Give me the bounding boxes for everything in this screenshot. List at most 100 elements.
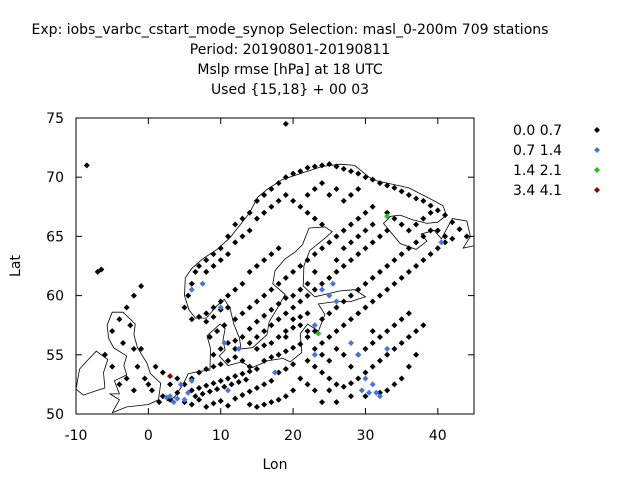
- point-s0-337: [232, 345, 239, 352]
- point-s0-305: [362, 345, 369, 352]
- point-s0-90: [376, 357, 383, 364]
- point-s0-292: [369, 339, 376, 346]
- point-s0-262: [319, 180, 326, 187]
- point-s0-81: [311, 363, 318, 370]
- point-s0-88: [362, 369, 369, 376]
- point-s0-84: [333, 381, 340, 388]
- legend-label-2: 1.4 2.1: [513, 163, 562, 179]
- point-s0-80: [304, 357, 311, 364]
- x-tick-label-0: -10: [65, 428, 88, 444]
- point-s0-174: [413, 195, 420, 202]
- point-s0-215: [362, 280, 369, 287]
- point-s0-112: [333, 268, 340, 275]
- y-tick-label-0: 50: [46, 407, 64, 423]
- point-s1-0: [199, 280, 206, 287]
- point-s0-163: [333, 163, 340, 170]
- y-axis-label: Lat: [8, 255, 24, 277]
- point-s0-185: [420, 257, 427, 264]
- point-s1-7: [311, 351, 318, 358]
- legend-marker-0: [594, 127, 600, 133]
- chart-title-line-1: Exp: iobs_varbc_cstart_mode_synop Select…: [31, 22, 549, 38]
- point-s0-317: [109, 363, 116, 370]
- point-s0-283: [217, 298, 224, 305]
- point-s0-190: [384, 286, 391, 293]
- point-s0-56: [235, 379, 242, 386]
- point-s0-188: [398, 274, 405, 281]
- point-s0-271: [427, 209, 434, 216]
- point-s0-219: [391, 257, 398, 264]
- point-s0-273: [442, 233, 449, 240]
- point-s0-155: [275, 180, 282, 187]
- point-s0-300: [398, 339, 405, 346]
- point-s0-246: [275, 197, 282, 204]
- point-s0-76: [275, 351, 282, 358]
- point-s0-268: [405, 227, 412, 234]
- point-s0-267: [398, 221, 405, 228]
- point-s0-189: [391, 280, 398, 287]
- point-s0-22: [203, 366, 210, 373]
- point-s0-125: [268, 286, 275, 293]
- point-s0-209: [319, 316, 326, 323]
- point-s0-21: [196, 369, 203, 376]
- point-s0-287: [188, 316, 195, 323]
- point-s1-9: [326, 292, 333, 299]
- point-s1-4: [224, 387, 231, 394]
- plot-frame: [75, 117, 475, 415]
- y-tick-label-5: 75: [46, 111, 64, 127]
- point-s0-252: [232, 239, 239, 246]
- data-points: [83, 120, 470, 410]
- point-s0-308: [340, 351, 347, 358]
- point-s0-213: [347, 292, 354, 299]
- point-s0-327: [311, 387, 318, 394]
- point-s1-30: [311, 322, 318, 329]
- point-s0-83: [326, 375, 333, 382]
- y-tick-label-4: 70: [46, 170, 64, 186]
- legend-label-3: 3.4 4.1: [513, 183, 562, 199]
- point-s0-9: [120, 339, 127, 346]
- point-s1-11: [333, 298, 340, 305]
- point-s0-253: [224, 251, 231, 258]
- point-s0-143: [192, 268, 199, 275]
- point-s0-73: [290, 361, 297, 368]
- point-s0-62: [210, 400, 217, 407]
- point-s0-4: [130, 292, 137, 299]
- y-tick-label-3: 65: [46, 229, 64, 245]
- point-s1-28: [163, 394, 170, 401]
- point-s1-19: [366, 389, 373, 396]
- point-s0-171: [391, 184, 398, 191]
- point-s0-212: [340, 298, 347, 305]
- point-s0-53: [214, 386, 221, 393]
- point-s0-237: [355, 233, 362, 240]
- point-s0-247: [268, 203, 275, 210]
- point-s0-255: [210, 263, 217, 269]
- point-s0-275: [246, 268, 253, 275]
- point-s0-329: [282, 393, 289, 400]
- point-s0-170: [384, 182, 391, 189]
- point-s0-241: [311, 215, 318, 222]
- point-s0-98: [376, 389, 383, 396]
- point-s0-164: [340, 165, 347, 172]
- point-s0-69: [261, 381, 268, 388]
- point-s0-71: [275, 369, 282, 376]
- point-s0-293: [376, 334, 383, 341]
- point-s0-18: [174, 389, 181, 396]
- point-s0-227: [297, 286, 304, 293]
- point-s0-115: [355, 251, 362, 258]
- point-s0-153: [261, 191, 268, 198]
- point-s0-12: [123, 375, 130, 382]
- point-s0-129: [297, 263, 304, 269]
- point-s0-30: [217, 345, 224, 352]
- point-s0-182: [442, 239, 449, 246]
- point-s0-82: [319, 369, 326, 376]
- point-s0-177: [434, 207, 441, 214]
- point-s0-181: [463, 233, 470, 240]
- point-s0-226: [304, 280, 311, 287]
- point-s0-79: [297, 341, 304, 348]
- point-s0-319: [127, 322, 134, 329]
- point-s1-23: [181, 396, 188, 403]
- point-s1-6: [272, 369, 278, 376]
- point-s0-223: [420, 233, 427, 240]
- point-s0-57: [243, 376, 250, 383]
- point-s0-66: [239, 392, 246, 399]
